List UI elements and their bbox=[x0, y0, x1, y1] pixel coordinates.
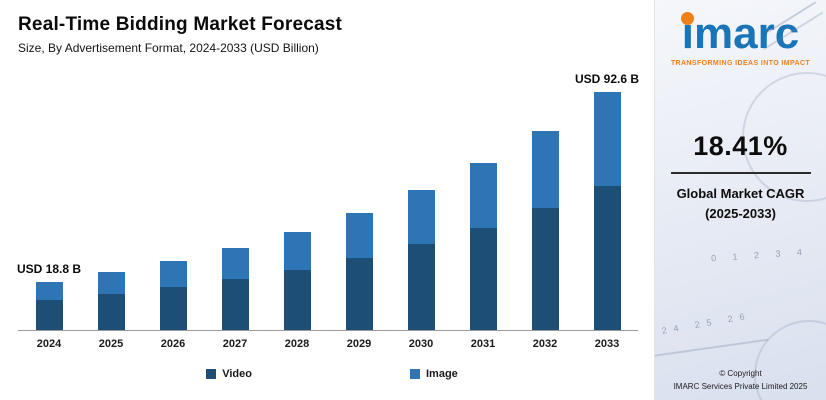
bar-segment-video-2031 bbox=[469, 227, 497, 330]
x-axis-label-2024: 2024 bbox=[36, 338, 62, 350]
bar-stack-2033 bbox=[593, 92, 621, 330]
bar-segment-image-2029 bbox=[345, 212, 373, 258]
legend-item-image: Image bbox=[409, 368, 458, 380]
copyright-line1: © Copyright bbox=[719, 369, 762, 379]
x-axis-labels: 2024 2025 2026 2027 2028 2029 2030 2031 2032 2033 bbox=[18, 338, 638, 350]
bar-group-2026 bbox=[142, 73, 204, 330]
bar-stack-2025 bbox=[97, 272, 125, 330]
bar-segment-video-2029 bbox=[345, 258, 373, 330]
decor-numbers: 0 1 2 3 4 bbox=[710, 246, 810, 264]
legend: Video Image bbox=[18, 368, 646, 380]
chart-panel: Real-Time Bidding Market Forecast Size, … bbox=[16, 14, 646, 380]
cagr-label-line1: Global Market CAGR bbox=[676, 186, 805, 201]
brand-sidebar: 0 1 2 3 4 24 25 26 imarc TRANSFORMING ID… bbox=[654, 0, 826, 400]
bar-stack-2026 bbox=[159, 261, 187, 330]
legend-swatch-image bbox=[409, 369, 420, 379]
bar-segment-image-2025 bbox=[97, 272, 125, 294]
x-axis-label-2028: 2028 bbox=[284, 338, 310, 350]
imarc-logo: imarc bbox=[655, 12, 826, 56]
bar-group-2032 bbox=[514, 73, 576, 330]
bar-segment-video-2027 bbox=[221, 279, 249, 330]
bar-stack-2031 bbox=[469, 162, 497, 330]
bar-group-2024 bbox=[18, 73, 80, 330]
cagr-label: Global Market CAGR (2025-2033) bbox=[655, 184, 826, 223]
copyright: © Copyright IMARC Services Private Limit… bbox=[655, 368, 826, 393]
cagr-value: 18.41% bbox=[693, 131, 788, 161]
bar-stack-2032 bbox=[531, 130, 559, 330]
bar-segment-image-2033 bbox=[593, 92, 621, 186]
cagr-label-line2: (2025-2033) bbox=[705, 205, 776, 221]
bar-group-2033 bbox=[576, 73, 638, 330]
bar-segment-video-2028 bbox=[283, 269, 311, 330]
x-axis-label-2027: 2027 bbox=[222, 338, 248, 350]
bar-segment-image-2031 bbox=[469, 162, 497, 228]
bar-segment-video-2026 bbox=[159, 287, 187, 330]
x-axis-label-2033: 2033 bbox=[594, 338, 620, 350]
imarc-logo-dot-icon bbox=[681, 12, 694, 25]
bar-group-2031 bbox=[452, 73, 514, 330]
bar-segment-video-2030 bbox=[407, 244, 435, 330]
annotation-2033: USD 92.6 B bbox=[574, 72, 640, 86]
bar-stack-2030 bbox=[407, 190, 435, 330]
bar-group-2028 bbox=[266, 73, 328, 330]
bar-stack-2027 bbox=[221, 247, 249, 330]
bar-segment-video-2024 bbox=[35, 300, 63, 330]
bar-segment-image-2026 bbox=[159, 261, 187, 288]
x-axis-label-2025: 2025 bbox=[98, 338, 124, 350]
copyright-line2: IMARC Services Private Limited 2025 bbox=[673, 381, 808, 391]
decor-line bbox=[655, 338, 769, 357]
page-title: Real-Time Bidding Market Forecast bbox=[18, 14, 343, 35]
plot-area: USD 18.8 B USD 92.6 B bbox=[16, 72, 640, 331]
x-axis-label-2026: 2026 bbox=[160, 338, 186, 350]
x-axis-label-2030: 2030 bbox=[408, 338, 434, 350]
x-axis-label-2029: 2029 bbox=[346, 338, 372, 350]
decor-numbers: 24 25 26 bbox=[660, 310, 753, 336]
x-axis-label-2031: 2031 bbox=[470, 338, 496, 350]
x-axis-label-2032: 2032 bbox=[532, 338, 558, 350]
bar-segment-image-2032 bbox=[531, 130, 559, 209]
legend-swatch-video bbox=[206, 369, 217, 379]
bar-group-2025 bbox=[80, 73, 142, 330]
bar-segment-video-2032 bbox=[531, 208, 559, 330]
bar-stack-2024 bbox=[35, 281, 63, 330]
bar-segment-image-2024 bbox=[35, 281, 63, 301]
bar-stack-2028 bbox=[283, 231, 311, 330]
cagr-divider bbox=[670, 172, 811, 174]
bar-segment-video-2025 bbox=[97, 294, 125, 330]
legend-item-video: Video bbox=[206, 368, 252, 380]
bar-segment-video-2033 bbox=[593, 185, 621, 330]
bar-segment-image-2030 bbox=[407, 190, 435, 245]
bar-group-2029 bbox=[328, 73, 390, 330]
legend-label-image: Image bbox=[425, 368, 458, 380]
bar-segment-image-2028 bbox=[283, 231, 311, 270]
imarc-logo-text: imarc bbox=[681, 9, 800, 58]
annotation-2024: USD 18.8 B bbox=[16, 261, 82, 276]
bar-group-2027 bbox=[204, 73, 266, 330]
bars bbox=[18, 73, 638, 330]
bar-group-2030 bbox=[390, 73, 452, 330]
cagr-block: 18.41% Global Market CAGR (2025-2033) bbox=[655, 131, 826, 223]
chart-subtitle: Size, By Advertisement Format, 2024-2033… bbox=[18, 41, 319, 55]
bar-stack-2029 bbox=[345, 212, 373, 330]
brand-tagline: TRANSFORMING IDEAS INTO IMPACT bbox=[670, 60, 811, 67]
legend-label-video: Video bbox=[222, 368, 252, 380]
bar-segment-image-2027 bbox=[221, 247, 249, 280]
